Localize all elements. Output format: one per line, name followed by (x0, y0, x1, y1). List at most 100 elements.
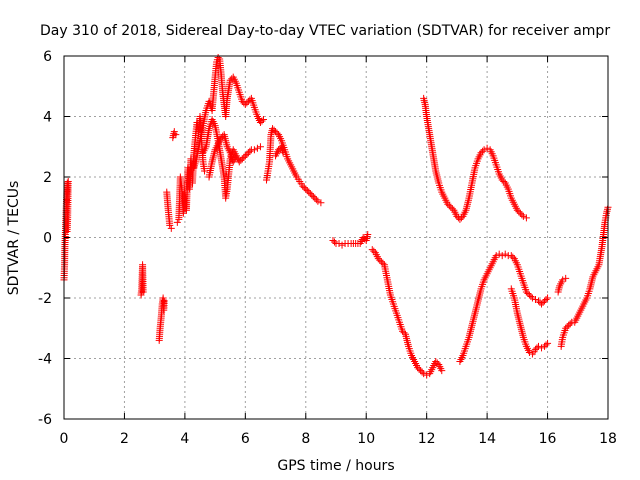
data-point (453, 212, 461, 220)
x-axis-label: GPS time / hours (277, 458, 394, 474)
data-point (243, 99, 251, 107)
data-point (244, 149, 252, 157)
data-point (279, 149, 287, 157)
data-point (269, 125, 277, 133)
y-tick-label: 4 (43, 110, 52, 126)
data-point (244, 97, 252, 105)
data-point (166, 221, 174, 229)
data-point (562, 274, 570, 282)
data-point (518, 211, 526, 219)
data-point (415, 365, 423, 373)
data-point (418, 368, 426, 376)
data-point (516, 209, 524, 217)
data-point (238, 155, 246, 163)
data-point (243, 150, 251, 158)
data-point (338, 241, 346, 249)
data-point (253, 144, 261, 152)
data-point (259, 116, 267, 124)
data-point (235, 158, 243, 166)
data-point (270, 126, 278, 134)
data-point (172, 131, 180, 139)
data-point (370, 247, 378, 255)
data-point (335, 240, 343, 248)
data-point (312, 196, 320, 204)
data-point (528, 294, 536, 302)
data-point (566, 320, 574, 328)
data-point (423, 371, 431, 379)
data-point (492, 252, 500, 260)
data-point (273, 129, 281, 137)
data-point (524, 289, 532, 297)
data-point (563, 323, 571, 331)
data-point (509, 253, 517, 261)
data-point (246, 147, 254, 155)
data-point (477, 149, 485, 157)
data-point (438, 367, 446, 375)
y-axis-label: SDTVAR / TECUs (6, 181, 22, 296)
data-point (376, 256, 384, 264)
data-point (542, 341, 550, 349)
data-point (160, 297, 168, 305)
y-tick-label: -2 (38, 291, 52, 307)
data-point (302, 185, 310, 193)
data-point (515, 208, 523, 216)
data-point (534, 297, 542, 305)
data-point (513, 206, 521, 214)
data-point (522, 214, 530, 222)
data-point (559, 276, 567, 284)
data-point (167, 224, 175, 232)
data-point (359, 234, 367, 241)
data-point (501, 250, 509, 258)
data-point (398, 327, 406, 335)
x-tick-label: 6 (241, 431, 250, 447)
data-point (522, 288, 530, 296)
data-point (448, 205, 456, 213)
data-point (565, 321, 573, 329)
data-point (170, 128, 178, 136)
data-point (507, 252, 515, 260)
x-tick-label: 4 (180, 431, 189, 447)
data-point (256, 119, 264, 127)
data-point (447, 203, 455, 211)
data-point (414, 364, 422, 372)
data-point (314, 197, 322, 205)
data-point (173, 218, 181, 226)
grid-lines (64, 56, 608, 419)
data-point (139, 288, 147, 296)
data-point (480, 146, 488, 154)
data-point (541, 297, 549, 305)
y-tick-label: -6 (38, 412, 52, 428)
data-point (544, 339, 552, 347)
data-point (495, 250, 503, 258)
x-tick-label: 10 (357, 431, 375, 447)
data-point (534, 342, 542, 350)
x-tick-label: 18 (599, 431, 617, 447)
data-point (317, 199, 325, 207)
data-point (420, 370, 428, 378)
data-point (232, 152, 240, 160)
data-point (240, 153, 248, 161)
data-point (272, 128, 280, 136)
data-point (214, 54, 222, 62)
data-point (400, 329, 408, 337)
x-axis-ticks: 0 2 4 6 8 10 12 14 16 18 (60, 56, 617, 447)
data-point (368, 246, 376, 254)
data-point (258, 117, 266, 125)
data-point (417, 367, 425, 375)
data-point (303, 187, 311, 195)
x-tick-label: 14 (478, 431, 496, 447)
data-point (457, 214, 465, 222)
data-point (479, 147, 487, 155)
data-point (374, 255, 382, 263)
data-point (525, 291, 533, 299)
data-point (498, 176, 506, 184)
data-point (311, 194, 319, 202)
data-point (250, 146, 258, 154)
data-point (256, 143, 264, 151)
data-point (308, 191, 316, 199)
data-point (241, 152, 249, 160)
data-points (60, 54, 612, 379)
data-point (525, 348, 533, 356)
data-point (226, 76, 234, 84)
data-point (275, 146, 283, 154)
